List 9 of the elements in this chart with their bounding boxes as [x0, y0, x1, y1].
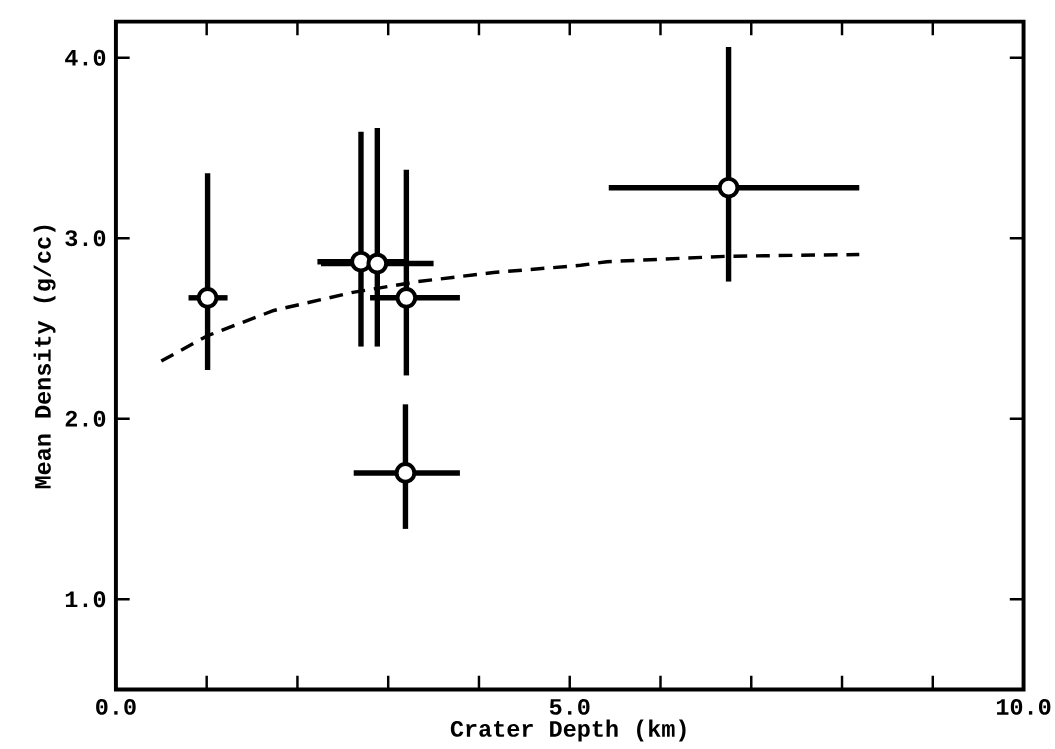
x-tick-label: 5.0 — [549, 698, 590, 715]
y-tick-label: 2.0 — [65, 410, 106, 427]
x-tick-label: 0.0 — [96, 698, 136, 715]
x-axis-title: Crater Depth (km) — [450, 719, 686, 742]
y-tick-label: 1.0 — [65, 591, 106, 608]
y-tick-label: 3.0 — [65, 230, 106, 246]
y-tick-label: 4.0 — [65, 49, 106, 66]
x-tick-label: 10.0 — [996, 698, 1051, 715]
y-axis-title: Mean Density (g/cc) — [33, 225, 56, 489]
